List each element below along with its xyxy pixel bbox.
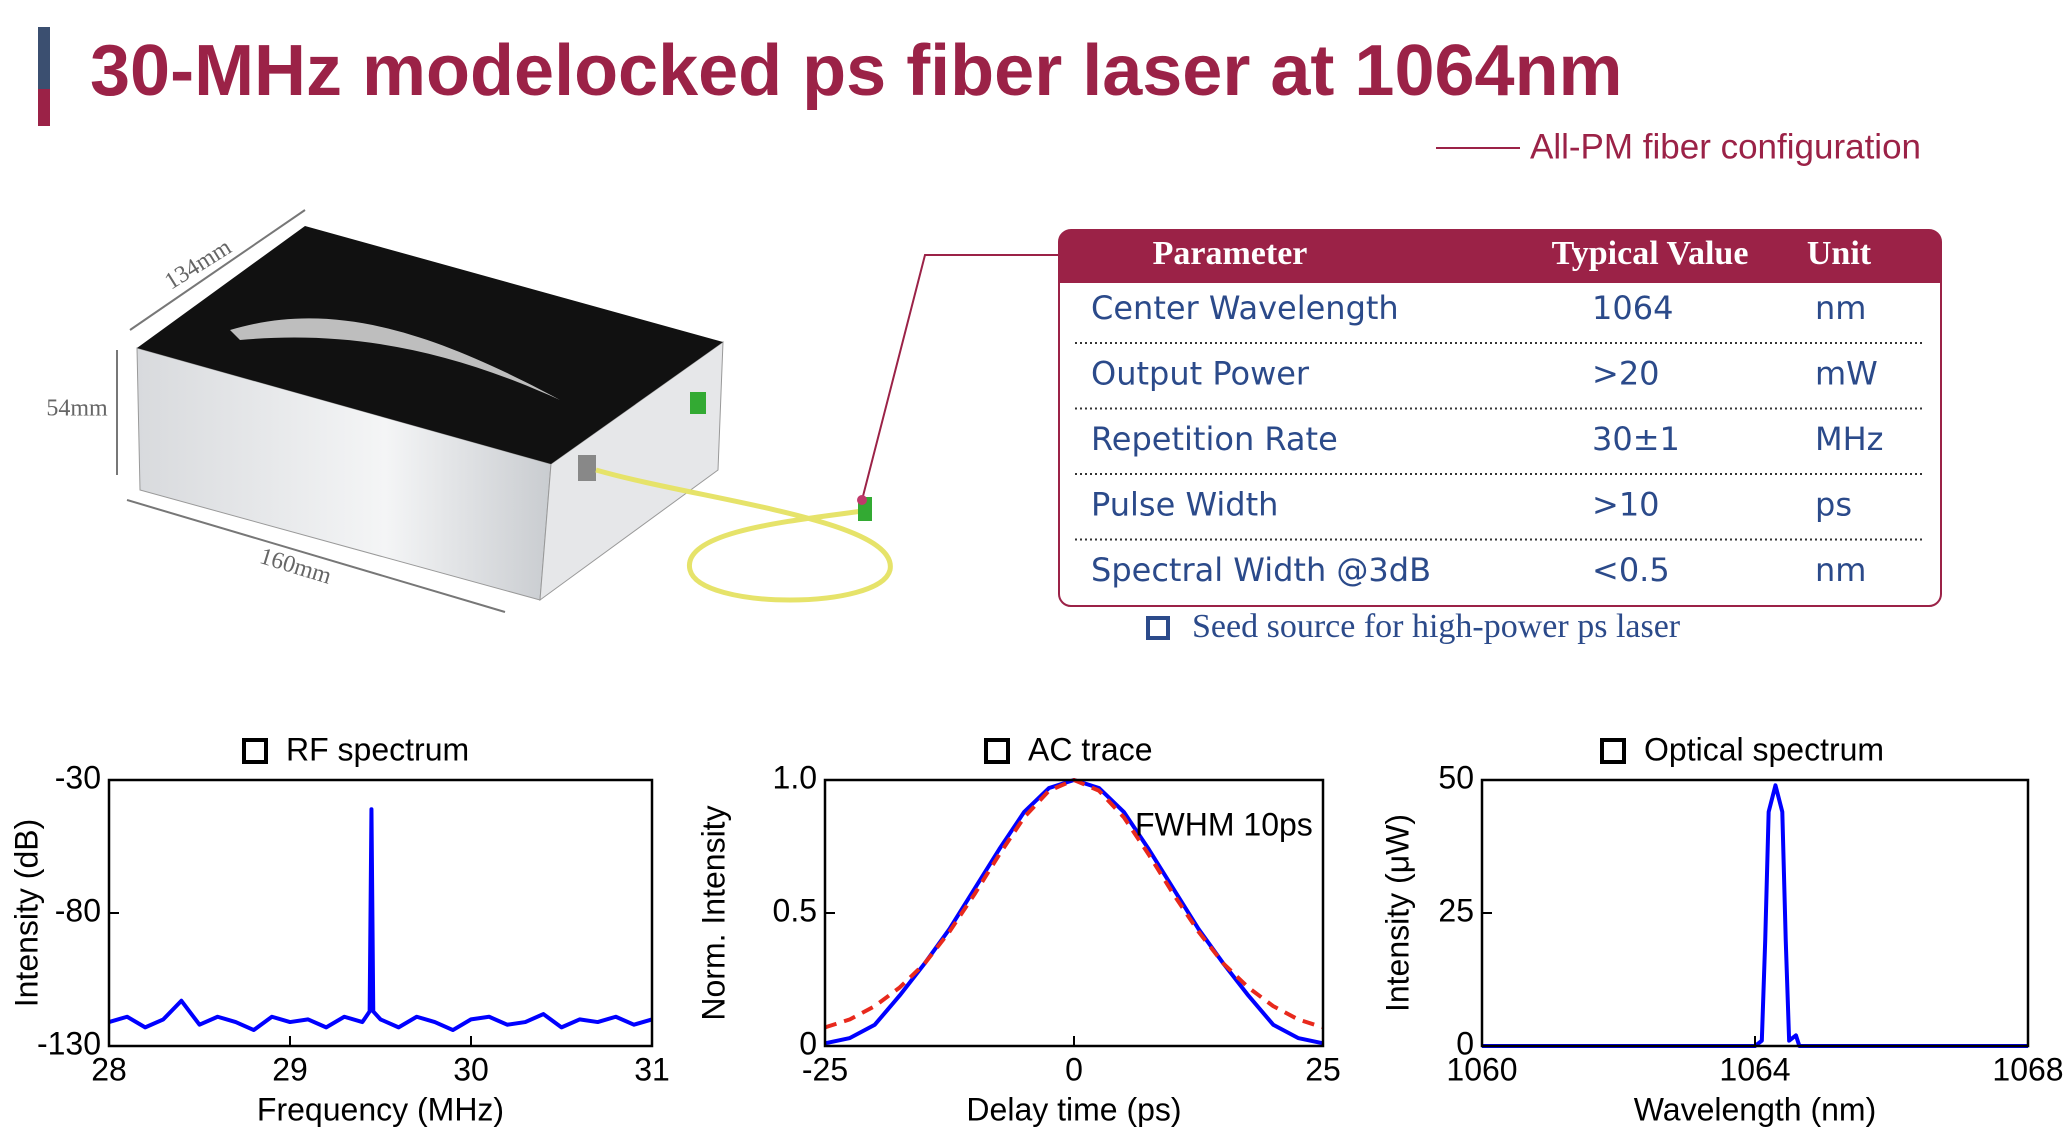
plot-frame xyxy=(1480,778,2030,1048)
y-tick-label: 50 xyxy=(1438,759,1474,795)
dimension-label: 54mm xyxy=(46,396,108,422)
x-tick-label: 1068 xyxy=(1992,1051,2063,1087)
table-cell: Pulse Width xyxy=(1091,486,1278,524)
accent-bar xyxy=(38,27,50,89)
dimension-lines xyxy=(116,209,506,613)
title-checkbox xyxy=(1600,738,1626,764)
y-tick-label: 0 xyxy=(1456,1025,1474,1061)
x-tick-label: -25 xyxy=(802,1051,848,1087)
table-cell: >10 xyxy=(1592,486,1660,524)
plot-frame xyxy=(107,778,654,1048)
y-tick-label: 25 xyxy=(1438,892,1474,928)
y-tick-label: -30 xyxy=(55,759,101,795)
x-tick-label: 1060 xyxy=(1446,1051,1517,1087)
y-tick-label: -80 xyxy=(55,892,101,928)
y-axis-label: Norm. Intensity xyxy=(695,805,731,1020)
slide-title: 30-MHz modelocked ps fiber laser at 1064… xyxy=(90,31,1623,111)
table-header-cell: Typical Value xyxy=(1552,235,1749,272)
table-cell: mW xyxy=(1815,355,1878,393)
x-tick-label: 28 xyxy=(91,1051,127,1087)
note-bullet xyxy=(1146,616,1170,640)
title-checkbox xyxy=(242,738,268,764)
x-axis-label: Frequency (MHz) xyxy=(257,1091,504,1127)
x-tick-label: 0 xyxy=(1065,1051,1083,1087)
y-axis-label: Intensity (dB) xyxy=(8,819,44,1008)
table-header-cell: Unit xyxy=(1807,235,1872,272)
title-checkbox xyxy=(984,738,1010,764)
x-tick-label: 1064 xyxy=(1719,1051,1790,1087)
x-tick-label: 25 xyxy=(1305,1051,1341,1087)
table-header xyxy=(1059,230,1941,283)
table-cell: nm xyxy=(1815,551,1866,589)
x-axis-label: Delay time (ps) xyxy=(966,1091,1181,1127)
table-cell: 30±1 xyxy=(1592,420,1680,458)
table: Parameter Typical Value Unit Center Wavelen… xyxy=(1075,235,1925,589)
data-line xyxy=(108,807,653,1033)
y-tick-label: -130 xyxy=(37,1025,101,1061)
table-cell: Center Wavelength xyxy=(1091,289,1399,327)
x-tick-label: 31 xyxy=(634,1051,670,1087)
connector-dot xyxy=(857,495,867,505)
table-cell: Output Power xyxy=(1091,355,1310,393)
table-cell: MHz xyxy=(1815,420,1883,458)
table-cell: >20 xyxy=(1592,355,1660,393)
chart-title: RF spectrum xyxy=(286,731,469,767)
table-cell: Repetition Rate xyxy=(1091,420,1338,458)
x-axis-label: Wavelength (nm) xyxy=(1634,1091,1876,1127)
y-tick-label: 1.0 xyxy=(773,759,817,795)
charts: RF spectrum -130 -80 -30 28 29 30 31 Frequency (… xyxy=(8,731,2063,1127)
product-image xyxy=(136,226,893,603)
data-line xyxy=(1482,783,2028,1048)
x-tick-label: 29 xyxy=(272,1051,308,1087)
chart-title: Optical spectrum xyxy=(1644,731,1884,767)
connector xyxy=(861,254,1059,501)
table-cell: 1064 xyxy=(1592,289,1673,327)
x-tick-label: 30 xyxy=(453,1051,489,1087)
accent-bar xyxy=(38,89,50,126)
y-tick-label: 0.5 xyxy=(773,892,817,928)
table-frame xyxy=(1058,229,1942,607)
note: Seed source for high-power ps laser xyxy=(1192,608,1681,645)
table-cell: ps xyxy=(1815,486,1852,524)
table-cell: nm xyxy=(1815,289,1866,327)
table-cell: Spectral Width @3dB xyxy=(1091,551,1431,589)
subtitle: All-PM fiber configuration xyxy=(1530,127,1921,166)
chart-title: AC trace xyxy=(1028,731,1152,767)
table-cell: <0.5 xyxy=(1592,551,1670,589)
y-tick-label: 0 xyxy=(799,1025,817,1061)
y-axis-label: Intensity (μW) xyxy=(1379,814,1415,1012)
table-header-cell: Parameter xyxy=(1153,235,1308,272)
annotation: FWHM 10ps xyxy=(1135,806,1313,842)
